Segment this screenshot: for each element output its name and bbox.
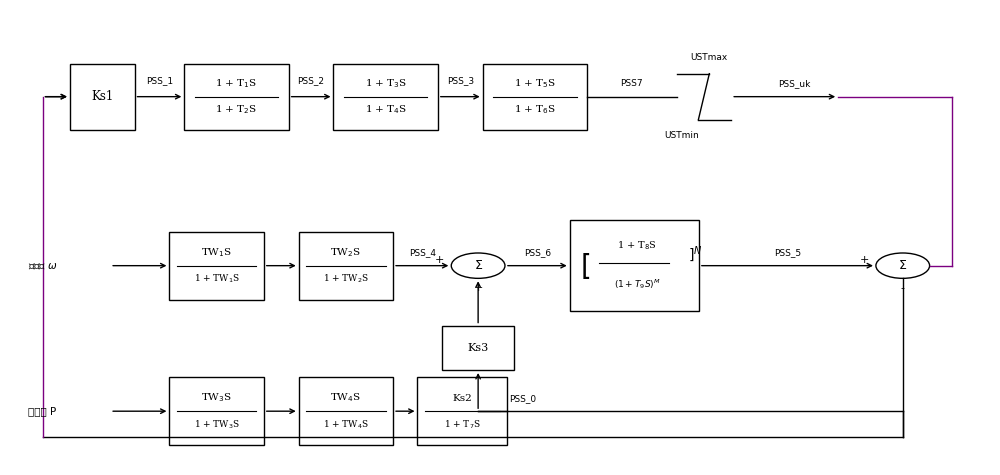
Text: 1 + TW$_3$S: 1 + TW$_3$S [194,418,240,431]
Text: 1 + T$_7$S: 1 + T$_7$S [444,418,481,431]
Text: 1 + T$_8$S: 1 + T$_8$S [617,239,657,252]
FancyBboxPatch shape [70,64,135,130]
FancyBboxPatch shape [442,325,514,370]
Text: 1 + TW$_1$S: 1 + TW$_1$S [194,273,240,285]
Text: TW$_2$S: TW$_2$S [330,246,361,259]
Text: PSS_1: PSS_1 [146,76,173,85]
FancyBboxPatch shape [570,220,699,312]
Text: TW$_3$S: TW$_3$S [201,392,232,404]
Text: $(1 + T_9S)^M$: $(1 + T_9S)^M$ [614,277,661,291]
Text: 电功率 P: 电功率 P [28,406,56,416]
Text: 1 + T$_2$S: 1 + T$_2$S [215,104,258,116]
Text: 1 + T$_5$S: 1 + T$_5$S [514,77,556,90]
Text: PSS_6: PSS_6 [524,248,551,257]
FancyBboxPatch shape [299,377,393,445]
Text: TW$_4$S: TW$_4$S [330,392,361,404]
Text: 1 + T$_3$S: 1 + T$_3$S [365,77,407,90]
Text: 1 + TW$_2$S: 1 + TW$_2$S [323,273,369,285]
Text: Ks1: Ks1 [91,90,113,103]
FancyBboxPatch shape [299,232,393,300]
Text: PSS_0: PSS_0 [509,394,536,403]
Text: PSS_4: PSS_4 [409,248,436,257]
FancyBboxPatch shape [483,64,587,130]
Text: 1 + T$_1$S: 1 + T$_1$S [215,77,258,90]
Text: $[$: $[$ [580,251,590,281]
FancyBboxPatch shape [333,64,438,130]
FancyBboxPatch shape [169,232,264,300]
FancyBboxPatch shape [184,64,289,130]
Text: PSS_3: PSS_3 [447,76,474,85]
Text: PSS_2: PSS_2 [298,76,325,85]
Text: Ks2: Ks2 [452,394,472,402]
Text: PSS_uk: PSS_uk [778,79,811,88]
Text: $]^N$: $]^N$ [688,244,702,264]
FancyBboxPatch shape [169,377,264,445]
Text: 1 + T$_4$S: 1 + T$_4$S [365,104,407,116]
Text: Ks3: Ks3 [467,343,489,353]
Text: PSS_5: PSS_5 [774,248,801,257]
Text: -: - [901,283,905,293]
FancyBboxPatch shape [417,377,507,445]
Text: USTmin: USTmin [664,132,699,141]
Text: 1 + T$_6$S: 1 + T$_6$S [514,104,556,116]
Text: +: + [473,283,483,293]
Text: USTmax: USTmax [690,53,727,62]
Text: 1 + TW$_4$S: 1 + TW$_4$S [323,418,369,431]
Text: PSS7: PSS7 [620,79,643,88]
Text: 角速度 $\omega$: 角速度 $\omega$ [28,261,57,271]
Text: $\Sigma$: $\Sigma$ [474,259,483,272]
Text: $\Sigma$: $\Sigma$ [898,259,907,272]
Text: +: + [860,255,869,265]
Text: TW$_1$S: TW$_1$S [201,246,232,259]
Text: +: + [435,255,444,265]
